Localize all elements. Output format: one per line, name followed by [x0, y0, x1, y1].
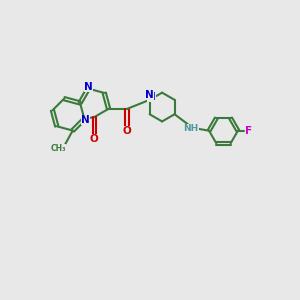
Text: O: O	[123, 126, 131, 136]
Text: CH₃: CH₃	[50, 144, 66, 153]
Text: N: N	[145, 90, 154, 100]
Text: N: N	[84, 82, 93, 92]
Text: NH: NH	[183, 124, 199, 133]
Text: N: N	[147, 92, 155, 102]
Text: F: F	[245, 126, 253, 136]
Text: O: O	[90, 134, 99, 144]
Text: N: N	[82, 116, 90, 125]
